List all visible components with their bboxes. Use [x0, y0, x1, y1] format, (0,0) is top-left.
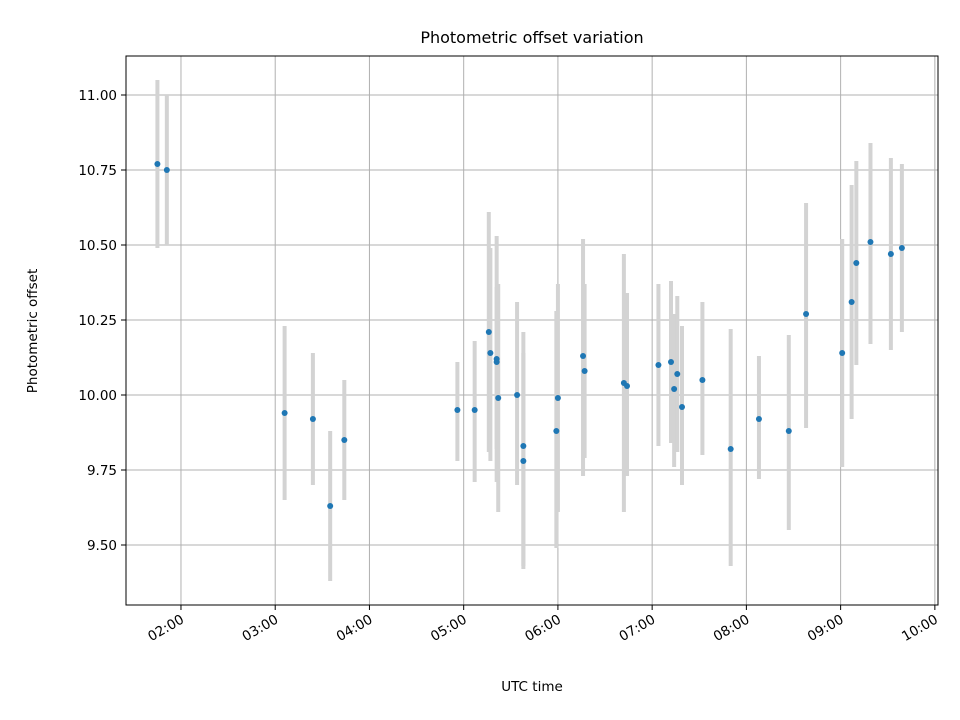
data-point [581, 368, 588, 374]
y-tick-label: 9.75 [87, 463, 117, 479]
data-point [803, 311, 810, 317]
data-point [848, 299, 855, 305]
data-point [163, 167, 170, 173]
data-point [520, 443, 527, 449]
data-point [898, 245, 905, 251]
data-point [520, 458, 527, 464]
data-point [154, 161, 161, 167]
data-point [495, 395, 502, 401]
data-point [699, 377, 706, 383]
x-axis-label: UTC time [501, 679, 563, 695]
data-point [655, 362, 662, 368]
data-point [554, 395, 561, 401]
data-point [281, 410, 288, 416]
data-point [671, 386, 678, 392]
chart-title: Photometric offset variation [420, 28, 643, 47]
data-point [887, 251, 894, 257]
data-point [674, 371, 681, 377]
data-point [471, 407, 478, 413]
data-point [553, 428, 560, 434]
y-tick-label: 10.00 [78, 388, 117, 404]
data-point [341, 437, 348, 443]
data-point [785, 428, 792, 434]
data-point [309, 416, 316, 422]
data-point [867, 239, 874, 245]
y-tick-label: 11.00 [78, 88, 117, 104]
y-tick-label: 9.50 [87, 538, 117, 554]
point-layer [154, 161, 905, 509]
data-point [514, 392, 521, 398]
data-point [493, 359, 500, 365]
data-point [580, 353, 587, 359]
data-point [327, 503, 334, 509]
plot-frame [125, 55, 939, 606]
data-point [727, 446, 734, 452]
data-point [839, 350, 846, 356]
data-point [454, 407, 461, 413]
data-point [487, 350, 494, 356]
data-point [485, 329, 492, 335]
y-tick-label: 10.75 [78, 163, 117, 179]
y-tick-label: 10.50 [78, 238, 117, 254]
data-point [624, 383, 631, 389]
data-point [667, 359, 674, 365]
y-tick-label: 10.25 [78, 313, 117, 329]
data-point [678, 404, 685, 410]
y-axis-label: Photometric offset [25, 269, 41, 393]
data-point [755, 416, 762, 422]
data-point [853, 260, 860, 266]
